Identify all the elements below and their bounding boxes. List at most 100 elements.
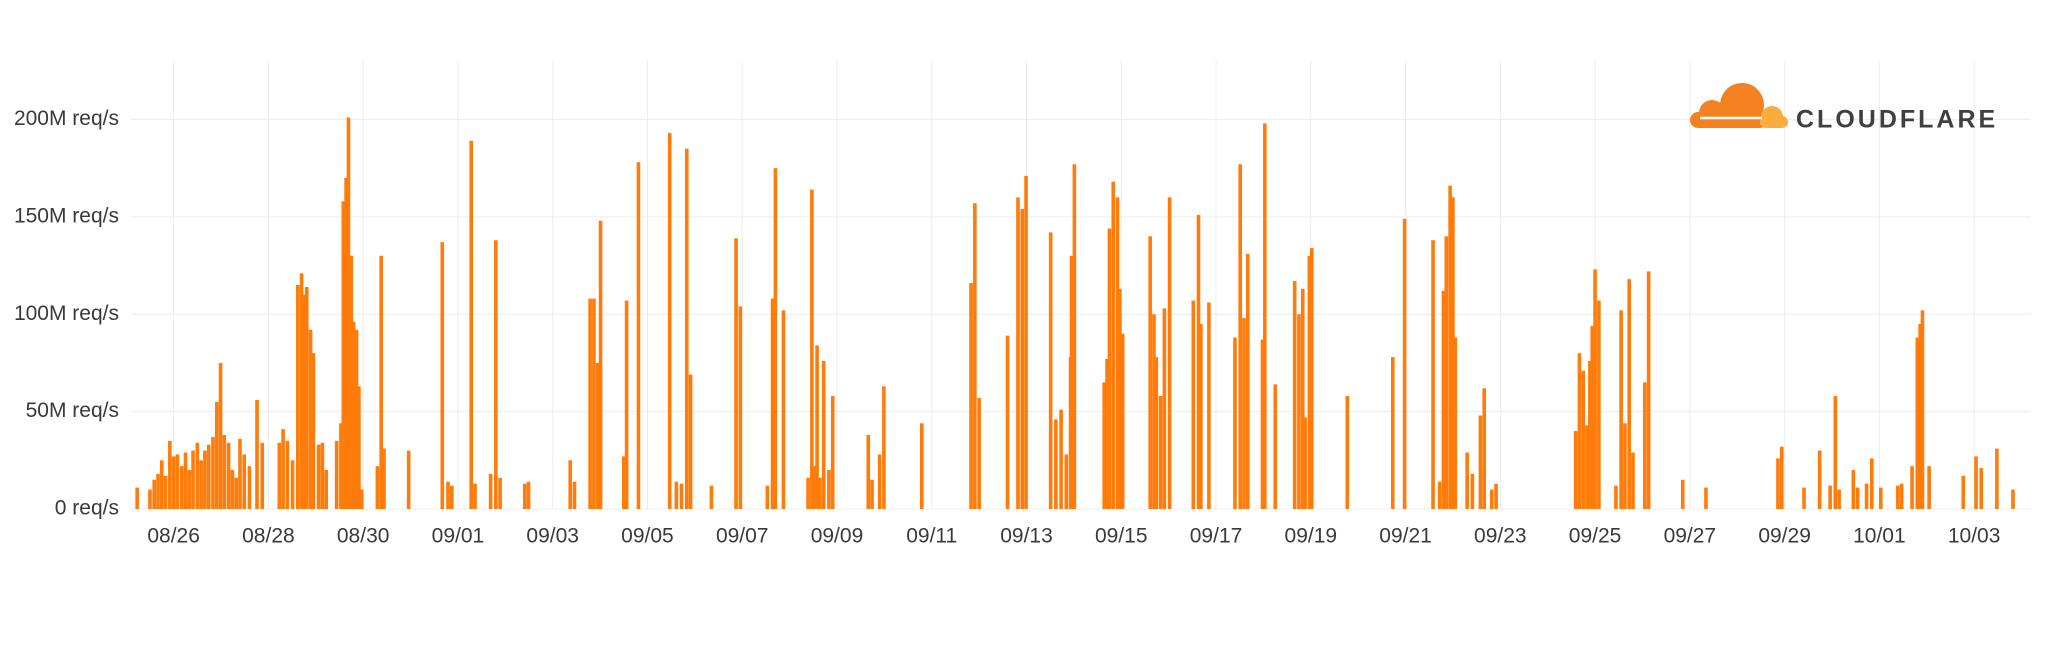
y-tick-label: 0 req/s [55, 497, 119, 520]
bar [1453, 337, 1458, 509]
bar [1896, 485, 1900, 509]
bar [449, 485, 454, 509]
x-tick-label: 09/03 [526, 525, 579, 548]
bar [1105, 359, 1109, 509]
bar [1437, 481, 1442, 509]
bar [1118, 288, 1122, 509]
bar [1585, 425, 1589, 509]
bar [218, 362, 223, 509]
bar [349, 255, 354, 509]
bar [1614, 485, 1618, 509]
bar [1817, 450, 1822, 509]
bar [222, 434, 227, 509]
bar [919, 423, 924, 509]
x-tick-label: 09/19 [1285, 525, 1338, 548]
bar [806, 477, 810, 509]
bar [1837, 489, 1841, 509]
bar [1918, 323, 1922, 509]
bar [1297, 314, 1301, 509]
bar [870, 479, 874, 509]
bar [187, 470, 192, 509]
bar [1199, 323, 1203, 509]
bar [526, 481, 531, 509]
bar [175, 454, 180, 509]
bar [667, 133, 672, 509]
bar [1470, 473, 1475, 509]
bar [446, 481, 450, 509]
bar [1048, 232, 1053, 509]
bar [1869, 458, 1874, 509]
bar [866, 434, 871, 509]
bar [351, 322, 356, 509]
bar [1590, 325, 1595, 509]
bar [1597, 300, 1601, 509]
bar [1260, 339, 1265, 509]
bar [522, 483, 527, 509]
x-tick-label: 09/05 [621, 525, 674, 548]
bar [255, 399, 259, 509]
bar [311, 353, 316, 509]
bar [1444, 236, 1449, 509]
bar [1451, 197, 1455, 509]
bar [382, 448, 386, 509]
bar [324, 470, 329, 509]
logo-text: CLOUDFLARE [1796, 106, 1998, 134]
bar [765, 485, 770, 509]
bar [1102, 382, 1107, 509]
bar [179, 466, 184, 509]
bar [684, 148, 689, 510]
bar [830, 396, 835, 509]
bar [1162, 308, 1167, 509]
bar [1054, 419, 1058, 509]
bar [1646, 271, 1651, 509]
bar [679, 483, 684, 509]
logo: CLOUDFLARE [1690, 83, 1998, 134]
bar [290, 460, 295, 509]
bar [260, 442, 265, 509]
bar [1431, 240, 1435, 509]
bar [1020, 209, 1025, 509]
bar [148, 489, 152, 509]
bar [379, 255, 383, 509]
bar [1300, 288, 1305, 509]
bar [1072, 164, 1077, 509]
bar [621, 456, 626, 509]
bar [1245, 253, 1250, 509]
bar [1680, 479, 1685, 509]
bar [234, 477, 238, 509]
bar [1927, 466, 1931, 509]
bar [1448, 185, 1452, 509]
bar [206, 444, 211, 509]
bar [688, 374, 693, 509]
bar [1196, 214, 1201, 509]
bar [316, 444, 321, 509]
bar [339, 423, 343, 509]
bar [592, 298, 596, 509]
bar [354, 329, 359, 509]
bar [1069, 255, 1074, 509]
bar [1581, 370, 1586, 509]
bar [152, 479, 157, 509]
bar [1059, 409, 1063, 509]
bar [1910, 466, 1914, 509]
bar [1979, 468, 1984, 509]
bar [1064, 454, 1069, 509]
bar [636, 162, 641, 509]
bar [1776, 458, 1780, 509]
bar [1833, 396, 1838, 509]
bar [1851, 470, 1856, 509]
bar [1402, 218, 1407, 509]
bar [1704, 487, 1708, 509]
bar [1974, 456, 1978, 509]
x-tick-label: 09/17 [1190, 525, 1243, 548]
bar [199, 460, 203, 509]
bar [135, 487, 139, 509]
bar [877, 454, 882, 509]
bar [214, 401, 219, 509]
bar [1961, 475, 1966, 509]
bar [1478, 415, 1483, 509]
bar [595, 362, 600, 509]
bar [344, 177, 348, 509]
y-tick-label: 200M req/s [14, 107, 119, 130]
bar [1995, 448, 1999, 509]
